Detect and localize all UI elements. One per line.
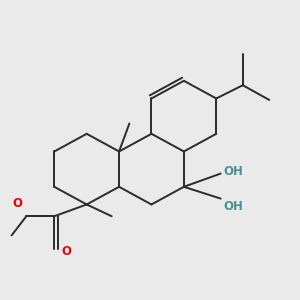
Text: OH: OH [224, 165, 244, 178]
Text: O: O [12, 197, 22, 210]
Text: O: O [62, 245, 72, 258]
Text: OH: OH [224, 200, 244, 213]
